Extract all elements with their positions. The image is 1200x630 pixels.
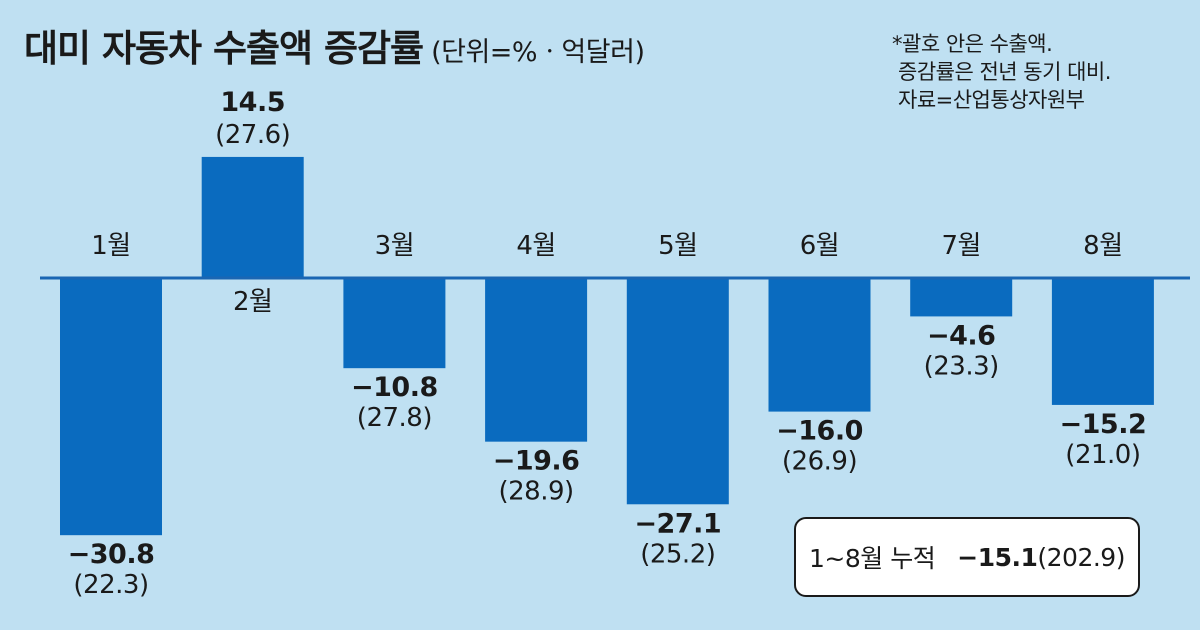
category-label-2: 2월 — [233, 287, 272, 317]
value-label-7: −4.6 — [927, 320, 995, 351]
bar-8 — [1051, 278, 1154, 405]
note-line-3: 자료=산업통상자원부 — [898, 88, 1085, 112]
source-notes: *괄호 안은 수출액. 증감률은 전년 동기 대비. 자료=산업통상자원부 — [892, 30, 1111, 114]
category-label-6: 6월 — [800, 231, 839, 261]
chart-unit: (단위=%ㆍ억달러) — [431, 37, 645, 68]
category-label-3: 3월 — [375, 231, 414, 261]
bar-2 — [201, 156, 304, 278]
category-label-8: 8월 — [1083, 231, 1122, 261]
bar-4 — [485, 278, 588, 442]
category-label-7: 7월 — [941, 231, 980, 261]
value-label-2: 14.5 — [220, 87, 285, 118]
chart-title: 대미 자동차 수출액 증감률 — [24, 27, 424, 70]
amount-label-3: (27.8) — [357, 403, 432, 433]
amount-label-4: (28.9) — [499, 477, 574, 507]
bar-3 — [343, 278, 446, 369]
summary-value: −15.1(202.9) — [957, 543, 1125, 572]
bar-7 — [910, 278, 1013, 317]
value-label-4: −19.6 — [493, 446, 580, 477]
bar-6 — [768, 278, 871, 412]
bar-1 — [60, 278, 162, 536]
category-label-1: 1월 — [91, 231, 130, 261]
value-label-3: −10.8 — [351, 372, 438, 403]
value-label-1: −30.8 — [68, 539, 155, 570]
chart-title-block: 대미 자동차 수출액 증감률 (단위=%ㆍ억달러) — [24, 18, 645, 72]
amount-label-6: (26.9) — [782, 447, 857, 477]
amount-label-1: (22.3) — [73, 570, 148, 600]
value-label-8: −15.2 — [1060, 409, 1147, 440]
amount-label-5: (25.2) — [640, 539, 715, 569]
amount-label-8: (21.0) — [1065, 440, 1140, 470]
amount-label-7: (23.3) — [924, 351, 999, 381]
summary-amount: (202.9) — [1037, 542, 1125, 572]
amount-label-2: (27.6) — [215, 120, 290, 150]
summary-rate: −15.1 — [957, 542, 1038, 572]
note-line-1: *괄호 안은 수출액. — [892, 32, 1053, 56]
value-label-5: −27.1 — [634, 508, 721, 539]
note-line-2: 증감률은 전년 동기 대비. — [898, 60, 1111, 84]
bar-5 — [626, 278, 729, 505]
summary-label: 1~8월 누적 — [809, 544, 936, 573]
value-label-6: −16.0 — [776, 416, 863, 447]
category-label-5: 5월 — [658, 231, 697, 261]
category-label-4: 4월 — [516, 231, 555, 261]
cumulative-summary-box: 1~8월 누적 −15.1(202.9) — [794, 517, 1140, 597]
